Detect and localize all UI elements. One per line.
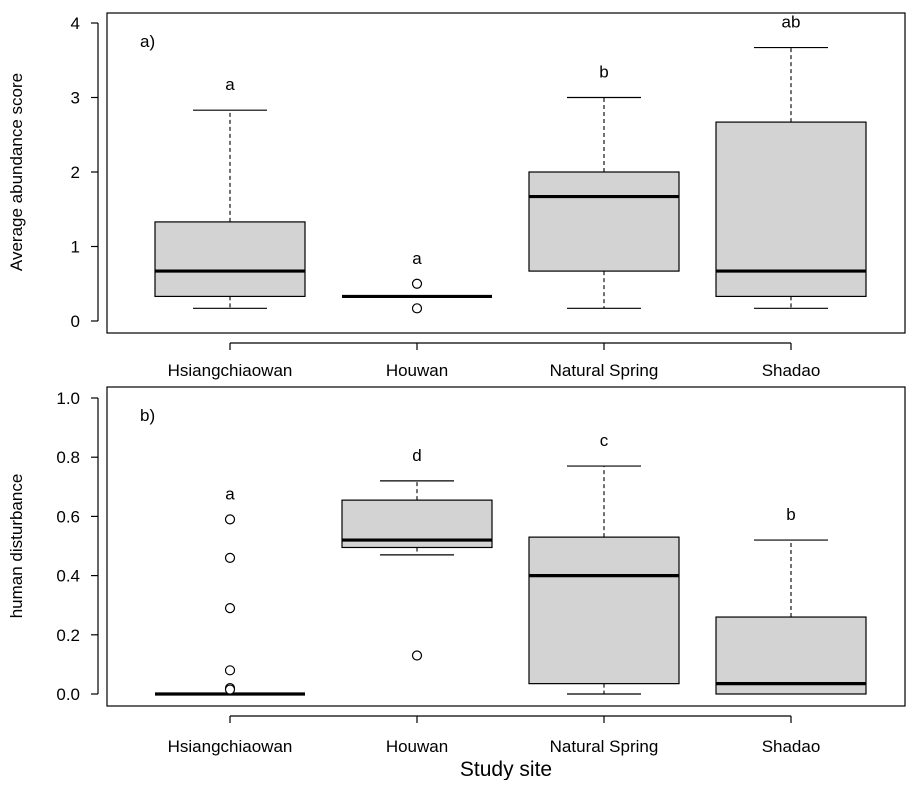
y-tick-label: 0.2 <box>56 626 80 645</box>
y-axis-title: Average abundance score <box>7 73 26 271</box>
x-axis-title: Study site <box>460 758 552 780</box>
outlier-point <box>411 278 423 289</box>
plot-frame-1 <box>106 12 906 334</box>
y-tick-label: 1 <box>71 238 80 257</box>
y-tick-label: 0.8 <box>56 448 80 467</box>
significance-letter: a <box>225 484 235 503</box>
box <box>715 121 867 298</box>
box <box>154 221 306 298</box>
x-tick-label: Houwan <box>386 361 448 380</box>
y-tick-label: 0.4 <box>56 567 80 586</box>
significance-letter: a <box>412 249 422 268</box>
panel-label: b) <box>140 406 155 425</box>
significance-letter: d <box>412 446 421 465</box>
plot-frame-2 <box>106 386 906 707</box>
y-axis-title: human disturbance <box>7 474 26 619</box>
box <box>528 536 680 685</box>
y-tick-label: 0.6 <box>56 507 80 526</box>
y-tick-label: 2 <box>71 163 80 182</box>
outlier-point <box>224 684 236 695</box>
significance-letter: c <box>600 431 609 450</box>
x-tick-label: Natural Spring <box>550 737 659 756</box>
y-tick-label: 0.0 <box>56 685 80 704</box>
box <box>715 616 867 695</box>
x-tick-label: Hsiangchiaowan <box>168 737 293 756</box>
significance-letter: b <box>599 63 608 82</box>
outlier-point <box>411 303 423 314</box>
y-tick-label: 4 <box>71 14 80 33</box>
x-tick-label: Shadao <box>762 737 821 756</box>
y-tick-label: 1.0 <box>56 389 80 408</box>
x-tick-label: Natural Spring <box>550 361 659 380</box>
outlier-point <box>224 552 236 563</box>
x-tick-label: Hsiangchiaowan <box>168 361 293 380</box>
y-tick-label: 0 <box>71 312 80 331</box>
panel-label: a) <box>140 32 155 51</box>
box <box>528 171 680 272</box>
outlier-point <box>224 514 236 525</box>
outlier-point <box>224 603 236 614</box>
significance-letter: ab <box>782 13 801 32</box>
outlier-point <box>411 650 423 661</box>
significance-letter: b <box>786 505 795 524</box>
outlier-point <box>224 665 236 676</box>
x-tick-label: Houwan <box>386 737 448 756</box>
significance-letter: a <box>225 75 235 94</box>
y-tick-label: 3 <box>71 89 80 108</box>
x-tick-label: Shadao <box>762 361 821 380</box>
